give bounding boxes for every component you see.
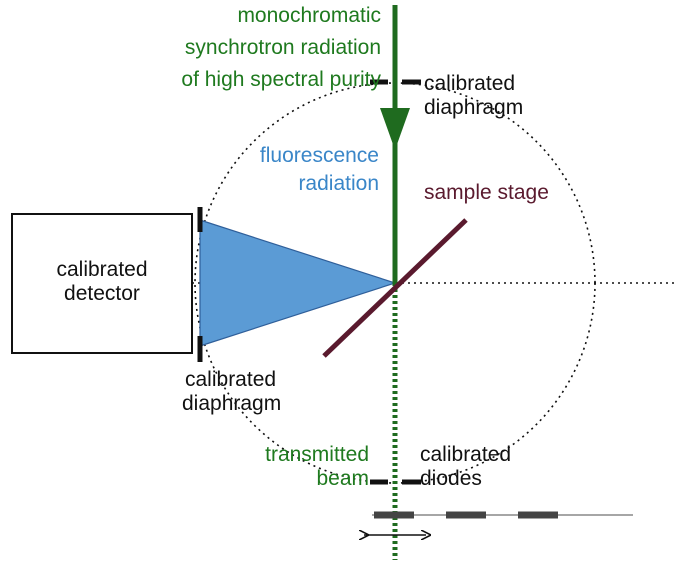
detector-label: calibrated detector: [12, 258, 192, 306]
left-diaphragm-label-line1: calibrated: [185, 368, 281, 392]
diodes-label-line1: calibrated: [420, 443, 511, 467]
beam-label: monochromatic synchrotron radiation of h…: [181, 4, 381, 92]
transmitted-beam-label: transmitted beam: [265, 443, 369, 491]
fluorescence-label: fluorescence radiation: [260, 144, 379, 196]
beam-direction-arrow: [380, 108, 410, 150]
sample-stage-label: sample stage: [424, 181, 549, 205]
beam-label-line3: of high spectral purity: [181, 68, 381, 92]
transmitted-beam-label-line2: beam: [265, 467, 369, 491]
left-diaphragm-label-line2: diaphragm: [182, 392, 281, 416]
detector-label-line1: calibrated: [12, 258, 192, 282]
fluorescence-label-line1: fluorescence: [260, 144, 379, 168]
beam-label-line1: monochromatic: [181, 4, 381, 28]
transmitted-beam-label-line1: transmitted: [265, 443, 369, 467]
diodes-label: calibrated diodes: [420, 443, 511, 491]
top-diaphragm-label-line2: diaphragm: [424, 96, 523, 120]
fluorescence-label-line2: radiation: [260, 172, 379, 196]
fluorescence-cone: [200, 220, 395, 346]
detector-label-line2: detector: [12, 282, 192, 306]
beam-label-line2: synchrotron radiation: [181, 36, 381, 60]
left-diaphragm-label: calibrated diaphragm: [185, 368, 281, 416]
diodes-label-line2: diodes: [420, 467, 511, 491]
top-diaphragm-label-line1: calibrated: [424, 72, 523, 96]
top-diaphragm-label: calibrated diaphragm: [424, 72, 523, 120]
